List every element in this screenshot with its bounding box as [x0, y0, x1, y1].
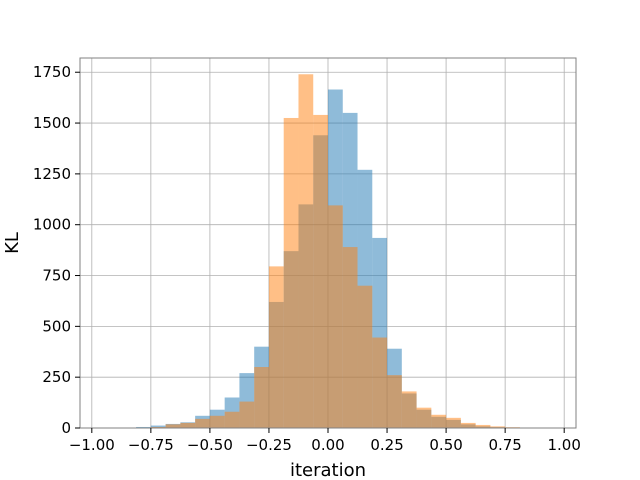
histogram-bar	[165, 424, 181, 428]
y-tick-label: 1500	[33, 114, 71, 132]
histogram-bar	[136, 426, 151, 428]
x-tick-label: 1.00	[547, 436, 580, 454]
x-axis-ticks: −1.00 −0.75 −0.50 −0.25 0.00 0.25 0.50 0.75 1.00	[69, 428, 581, 454]
histogram-bar	[150, 425, 166, 428]
x-tick-label: −0.25	[246, 436, 292, 454]
histogram-bar	[401, 391, 417, 428]
y-axis-ticks: 0 250 500 750 1000 1250 1500 1750	[33, 63, 80, 437]
histogram-bar	[195, 418, 210, 428]
x-tick-label: 0.50	[429, 436, 462, 454]
histogram-bar	[209, 415, 225, 428]
x-tick-label: 0.75	[488, 436, 521, 454]
histogram-bar	[313, 114, 328, 428]
x-tick-label: −0.50	[187, 436, 233, 454]
x-tick-label: 0.25	[370, 436, 403, 454]
histogram-bar	[328, 205, 343, 428]
histogram-bar	[254, 367, 269, 428]
histogram-bar	[283, 117, 299, 428]
x-tick-label: −1.00	[69, 436, 115, 454]
y-tick-label: 1000	[33, 216, 71, 234]
histogram-bar	[446, 417, 461, 428]
series-1-bars	[150, 74, 520, 428]
histogram-bar	[387, 375, 402, 428]
histogram-bar	[431, 414, 447, 428]
histogram-bar	[268, 266, 284, 428]
histogram-bar	[475, 424, 491, 428]
x-tick-label: 0.00	[311, 436, 344, 454]
histogram-bar	[150, 426, 166, 428]
y-tick-label: 250	[42, 368, 71, 386]
histogram-bar	[357, 285, 373, 428]
histogram-bar	[490, 426, 506, 428]
histogram-bars	[136, 74, 520, 429]
histogram-bar	[460, 422, 476, 428]
histogram-bar	[239, 401, 255, 428]
y-tick-label: 1750	[33, 63, 71, 81]
histogram-bar	[224, 411, 240, 428]
x-axis-label: iteration	[290, 460, 366, 480]
y-tick-label: 1250	[33, 165, 71, 183]
histogram-bar	[298, 74, 314, 428]
histogram-bar	[180, 422, 196, 428]
histogram-bar	[416, 407, 432, 428]
y-tick-label: 750	[42, 267, 71, 285]
y-axis-label: KL	[2, 232, 23, 254]
y-tick-label: 0	[61, 419, 71, 437]
histogram-bar	[342, 247, 358, 428]
x-tick-label: −0.75	[128, 436, 174, 454]
histogram-bar	[372, 337, 388, 428]
y-tick-label: 500	[42, 317, 71, 335]
